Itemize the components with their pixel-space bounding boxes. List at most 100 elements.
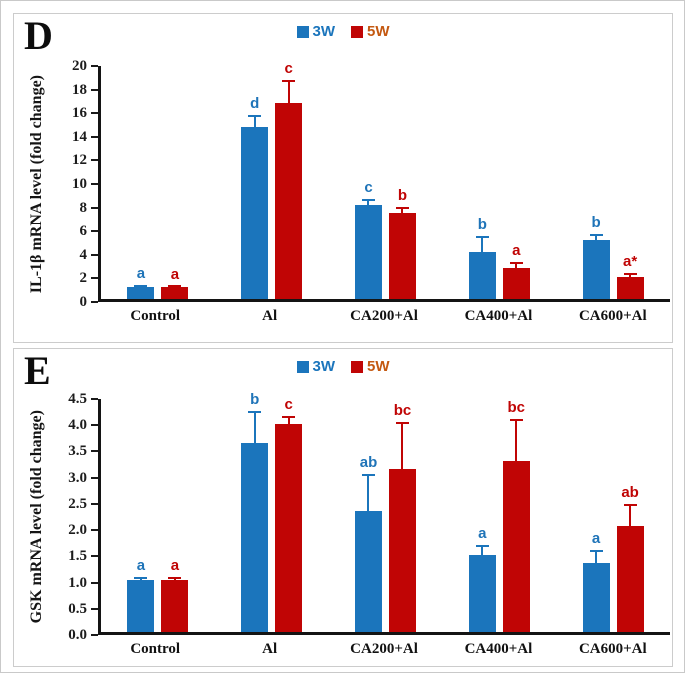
x-axis-label: CA200+Al [350,641,418,657]
y-tick-mark [91,607,98,610]
y-tick-label: 12 [72,152,87,169]
error-bar-stem [401,208,404,213]
y-tick-label: 0.0 [68,627,87,643]
legend-item-5w: 5W [351,23,390,40]
y-tick-label: 2.0 [68,522,87,539]
error-bar [282,415,296,424]
y-tick-mark [91,159,98,162]
y-tick-mark [91,230,98,233]
bar-3w: c [354,180,382,299]
significance-letter: a [136,557,146,575]
bar-5w: b [388,188,416,299]
significance-letter: c [284,395,293,413]
error-bar-stem [481,547,484,555]
legend-item-5w: 5W [351,358,390,375]
y-tick-mark [91,634,98,636]
bar-5w: bc [502,400,530,632]
significance-letter: a [478,525,487,543]
x-axis-label: Control [130,641,181,657]
legend-label-5w: 5W [367,358,390,375]
significance-letter: ab [621,483,639,501]
significance-letter: a [512,241,521,259]
error-bar [361,473,375,512]
y-tick-mark [91,424,98,427]
error-bar-stem [287,417,290,424]
plot-area: a a b c ab bc a bc a ab [98,392,670,635]
significance-letter: a [591,529,601,547]
y-tick-label: 3.5 [68,443,87,460]
significance-letter: a [136,265,146,283]
significance-letter: b [397,186,408,204]
bar-3w: a [127,266,155,299]
significance-letter: ab [359,453,378,471]
y-axis: 0.0 0.5 1.0 1.5 2.0 2.5 3.0 3.5 4.0 4.5 [52,391,98,643]
y-tick-mark [91,555,98,558]
legend-item-3w: 3W [296,23,336,40]
x-axis-labels: Control Al CA200+Al CA400+Al CA600+Al [98,641,670,658]
y-tick-mark [91,253,98,256]
x-axis-label: Control [130,308,181,324]
y-tick-mark [91,277,98,280]
y-tick-mark [91,135,98,138]
error-bar [475,545,489,555]
bar-group-ca600-al: a ab [556,399,670,632]
error-bar-stem [629,275,632,277]
y-tick-label: 4.5 [68,391,87,407]
y-tick-label: 2 [79,270,88,287]
bar-5w: a [502,243,530,299]
significance-letter: b [250,390,260,408]
error-bar-stem [253,116,256,127]
x-axis-label: CA200+Al [350,308,418,324]
bar-5w: bc [388,403,416,632]
y-axis-title: IL-1β mRNA level (fold change) [28,74,45,294]
error-bar [248,114,262,127]
error-bar-stem [515,263,518,269]
error-bar-stem [253,412,256,444]
legend-label-5w: 5W [367,23,390,40]
plot-area: a a d c c b b a b a* [98,61,670,302]
error-bar-stem [367,475,370,512]
significance-letter: a [170,265,180,283]
legend-label-3w: 3W [312,23,336,40]
bar-5w: c [275,61,303,299]
error-bar-stem [595,551,598,563]
panel-letter-E: E [24,348,51,393]
bar-3w: ab [354,455,382,632]
error-bar [395,422,409,470]
bar-5w: ab [616,485,644,632]
bar-5w: a [161,267,189,299]
y-tick-mark [91,450,98,453]
y-tick-label: 0 [79,294,88,310]
bar-group-ca200-al: ab bc [329,399,443,632]
bar-group-ca600-al: b a* [556,66,670,299]
x-axis-label: Al [262,641,278,657]
panel-D: D 3W 5W IL-1β mRNA level (fold change) 0… [13,13,673,343]
y-axis-title-column: IL-1β mRNA level (fold change) [22,66,52,302]
significance-letter: b [477,216,487,234]
legend: 3W 5W [14,358,672,375]
chart-E: GSK mRNA level (fold change) 0.0 0.5 1.0 1.… [22,391,672,658]
error-bar [168,577,182,580]
error-bar [282,79,296,104]
error-bar [589,549,603,563]
significance-letter: d [250,94,260,112]
bar-5w: c [275,397,303,632]
legend: 3W 5W [14,23,672,40]
y-tick-label: 10 [72,176,87,192]
legend-swatch-5w-icon [351,360,363,373]
bar-3w: a [127,558,155,632]
bar-3w: d [241,96,269,299]
y-axis-title-column: GSK mRNA level (fold change) [22,399,52,635]
y-tick-mark [91,398,98,400]
x-axis-labels: Control Al CA200+Al CA400+Al CA600+Al [98,308,670,325]
x-axis-label: CA600+Al [578,641,647,657]
error-bar-stem [629,505,632,526]
y-tick-label: 18 [72,81,87,98]
y-tick-mark [91,88,98,91]
error-bar-stem [367,200,370,205]
significance-letter: a [170,557,180,575]
